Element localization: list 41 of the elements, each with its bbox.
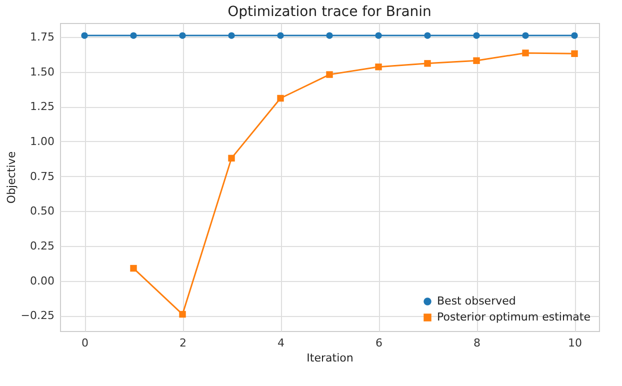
y-tick-label: 0.00	[30, 274, 54, 288]
point	[571, 32, 578, 39]
point	[130, 32, 137, 39]
point	[179, 32, 186, 39]
point	[130, 264, 137, 272]
point	[571, 50, 578, 58]
point	[277, 94, 284, 102]
y-axis-title: Objective	[4, 151, 18, 204]
x-tick-label: 2	[180, 336, 186, 350]
y-tick-label: 0.75	[30, 170, 54, 183]
y-tick-label: 1.25	[30, 100, 54, 114]
point	[228, 32, 235, 39]
point	[228, 154, 235, 162]
point	[522, 50, 529, 56]
point	[179, 310, 186, 318]
y-tick-label: 0.25	[30, 239, 54, 252]
legend-label: Best observed	[437, 294, 516, 308]
legend-label: Posterior optimum estimate	[437, 310, 591, 324]
point	[375, 32, 382, 39]
point	[424, 60, 431, 67]
y-tick-label: −0.25	[20, 309, 54, 322]
y-tick-label: 0.50	[30, 204, 54, 218]
point	[473, 57, 480, 64]
point	[473, 32, 480, 39]
point	[326, 71, 333, 78]
point	[375, 64, 382, 70]
y-tick-label: 1.75	[30, 30, 54, 44]
x-axis-title: Iteration	[306, 352, 354, 364]
chart-title: Optimization trace for Branin	[228, 4, 432, 20]
x-tick-label: 10	[568, 336, 582, 350]
x-tick-label: 4	[278, 336, 284, 350]
x-tick-label: 8	[474, 336, 480, 350]
x-tick-label: 0	[82, 336, 88, 350]
point	[277, 32, 284, 39]
y-tick-label: 1.00	[30, 134, 54, 148]
y-tick-label: 1.50	[30, 65, 54, 78]
x-tick-label: 6	[376, 336, 382, 350]
point	[81, 32, 88, 39]
point	[522, 32, 529, 39]
point	[424, 32, 431, 39]
point	[326, 32, 333, 39]
